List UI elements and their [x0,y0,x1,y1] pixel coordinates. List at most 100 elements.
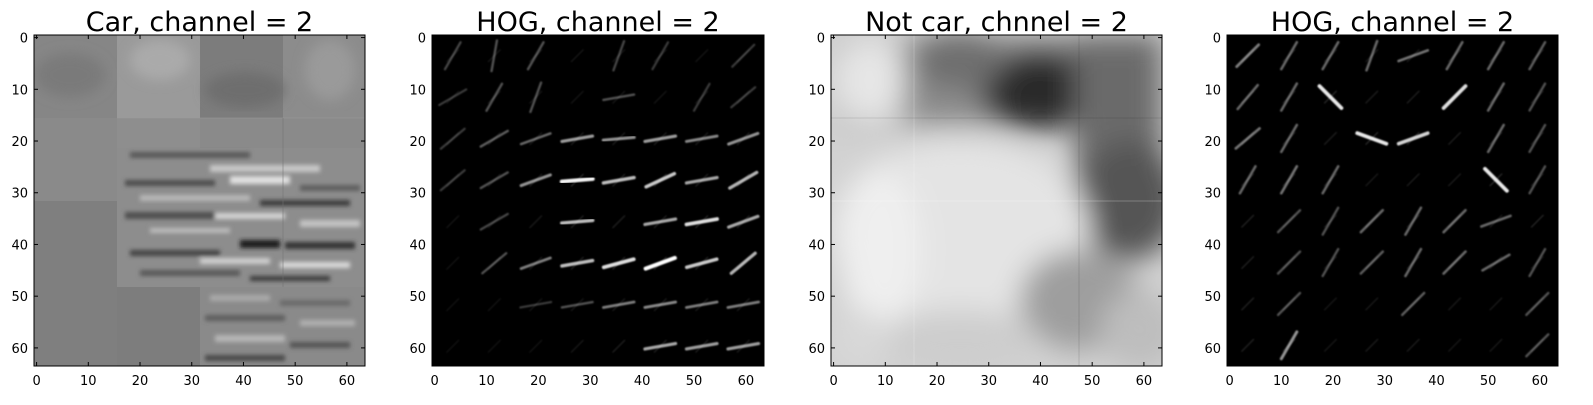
y-tick-label: 20 [1204,135,1221,150]
hog-cell [1276,250,1302,275]
hog-cell [1525,291,1550,317]
hog-cell [479,209,509,234]
hog-cell [601,251,636,276]
hog-cell [484,39,505,73]
y-tick-label: 20 [11,135,28,150]
panel-title: HOG, channel = 2 [476,7,719,38]
axes-frame [33,34,366,367]
hog-cell [602,292,636,317]
y-tick-label: 50 [808,290,825,305]
y-tick-label: 20 [808,135,825,150]
y-tick-label: 0 [817,32,825,47]
hog-cell [643,334,678,359]
x-tick-label: 0 [32,374,40,389]
hog-cell [731,43,756,68]
panel-hog-not-car: HOG, channel = 2 0 10 20 30 40 50 60 0 10 20 30 40 5… [1204,7,1559,389]
hog-cell [1397,43,1430,68]
x-tick-label: 10 [1273,374,1290,389]
hog-cell [601,168,636,193]
hog-cell [1235,43,1261,69]
hog-cell [519,251,552,276]
y-tick-label: 10 [808,83,825,98]
hog-cell [481,251,508,276]
axes-frame [431,34,765,367]
hog-cell [1279,165,1300,195]
x-tick-label: 10 [877,374,894,389]
hog-cell [1313,291,1348,317]
hog-cell [643,85,677,110]
hog-cell [1317,84,1344,110]
panel-not-car: Not car, chnnel = 2 [808,7,1163,389]
hog-cell [1313,333,1348,358]
hog-cell [1437,167,1472,192]
hog-cell [1279,40,1300,71]
y-tick-label: 30 [808,187,825,202]
hog-cell [726,334,761,359]
hog-cell [560,209,595,234]
hog-cell [1320,40,1341,71]
hog-cell [442,41,463,71]
hog-cell [1444,40,1465,71]
heatmap-image [1227,35,1558,366]
hog-cell [684,251,719,276]
hog-cell [684,334,719,359]
y-tick-label: 40 [11,238,28,253]
hog-cell [567,329,588,364]
hog-cell [559,168,595,193]
panel-title: HOG, channel = 2 [1271,7,1514,38]
y-tick-label: 20 [409,135,426,150]
panel-car: Car, channel = 2 [11,7,366,389]
hog-cell [684,168,719,193]
panel-hog-car: HOG, channel = 2 0 10 20 30 40 50 60 0 10 20 30 40 5… [409,7,765,389]
y-tick-label: 60 [808,342,825,357]
hog-cell [439,126,466,151]
y-tick-label: 40 [1204,238,1221,253]
hog-cell [1527,247,1548,278]
hog-cell [567,38,588,73]
x-tick-label: 10 [80,374,97,389]
hog-cell [1359,208,1385,234]
hog-cell [479,168,509,193]
panel-title: Car, channel = 2 [86,7,313,38]
hog-cell [560,292,594,317]
x-tick-label: 60 [1532,374,1549,389]
x-tick-label: 40 [235,374,252,389]
x-tick-label: 60 [1136,374,1153,389]
x-tick-label: 40 [634,374,651,389]
hog-cell [1479,333,1513,358]
x-tick-label: 20 [1325,374,1342,389]
hog-cell [1354,291,1389,317]
x-tick-label: 0 [829,374,837,389]
y-tick-label: 50 [409,290,426,305]
x-tick-label: 50 [1084,374,1101,389]
hog-cell [691,82,712,112]
hog-cell [1279,82,1300,112]
y-tick-label: 50 [1204,290,1221,305]
hog-cell [1527,82,1548,112]
hog-cell [1437,126,1472,151]
hog-cell [1237,203,1258,239]
hog-cell [519,292,553,317]
hog-cell [1527,165,1548,195]
hog-cell [1320,206,1341,236]
hog-cell [684,126,719,151]
hog-cell [643,209,678,234]
hog-cell [1527,41,1548,71]
hog-cell [601,126,636,151]
hog-cell [1236,83,1259,111]
panel-title: Not car, chnnel = 2 [865,7,1128,38]
y-tick-label: 30 [409,187,426,202]
hog-cell [1479,291,1513,317]
hog-cell [1237,328,1258,363]
heatmap-image [831,35,1162,366]
hog-cell [727,209,760,234]
hog-cell [1320,247,1341,278]
x-tick-label: 30 [980,374,997,389]
hog-cell [1527,123,1548,154]
hog-cell [643,251,677,276]
hog-cell [644,168,677,193]
hog-cell [525,41,546,71]
axis-ticks: 0 10 20 30 40 50 60 0 10 20 30 40 50 60 [1204,32,1558,389]
hog-cell [1361,80,1382,115]
y-tick-label: 50 [11,290,28,305]
